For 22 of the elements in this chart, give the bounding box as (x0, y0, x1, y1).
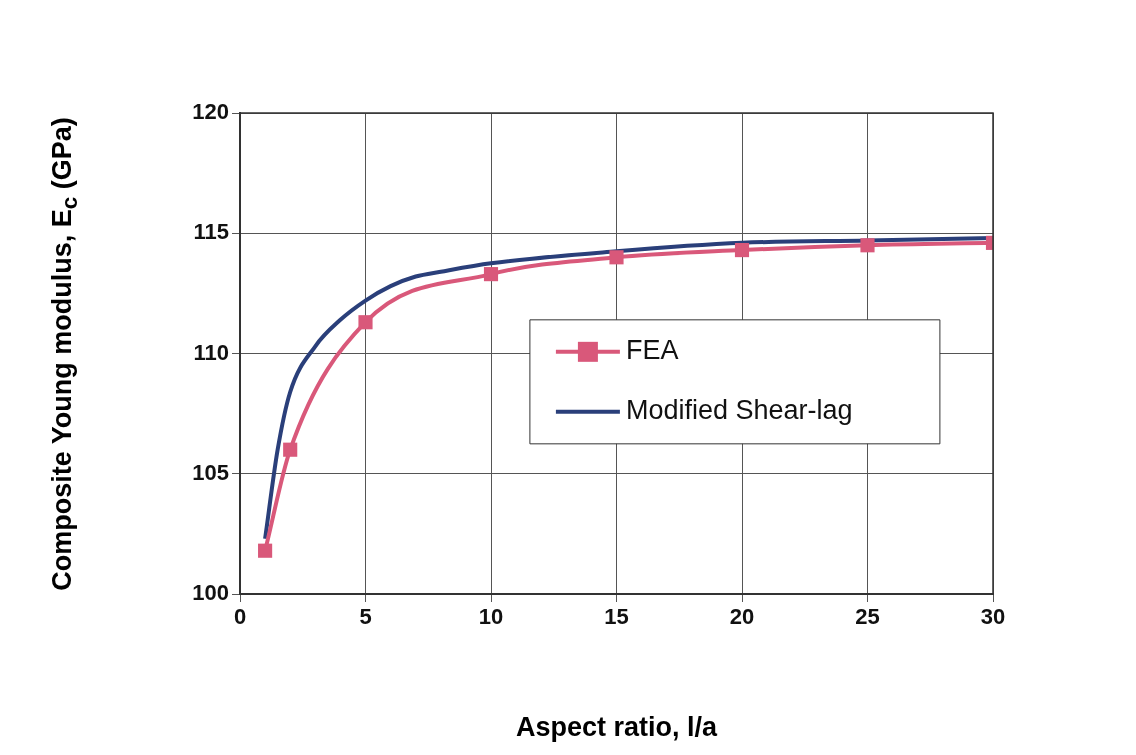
y-tick-label: 120 (192, 99, 229, 125)
y-tick-label: 115 (193, 219, 229, 245)
legend-label: FEA (625, 335, 679, 366)
y-tick-label: 100 (192, 580, 229, 606)
x-tick-label: 5 (359, 604, 372, 630)
point (860, 238, 875, 253)
x-tick-label: 15 (604, 604, 629, 630)
x-tick-label: 25 (855, 604, 880, 630)
point (358, 315, 373, 330)
x-tick-label: 30 (980, 604, 1006, 630)
y-tick-label: 110 (193, 339, 229, 365)
legend-label: Modified Shear-lag (625, 395, 853, 426)
y-tick-label: 105 (192, 459, 229, 485)
point (283, 442, 298, 457)
x-axis-title: Aspect ratio, l/a (514, 712, 719, 743)
x-tick-label: 0 (233, 604, 247, 630)
point (734, 243, 750, 258)
x-tick-label: 20 (729, 604, 755, 630)
point (258, 543, 273, 558)
x-tick-label: 10 (478, 604, 504, 630)
point (483, 267, 499, 282)
point (609, 250, 624, 265)
